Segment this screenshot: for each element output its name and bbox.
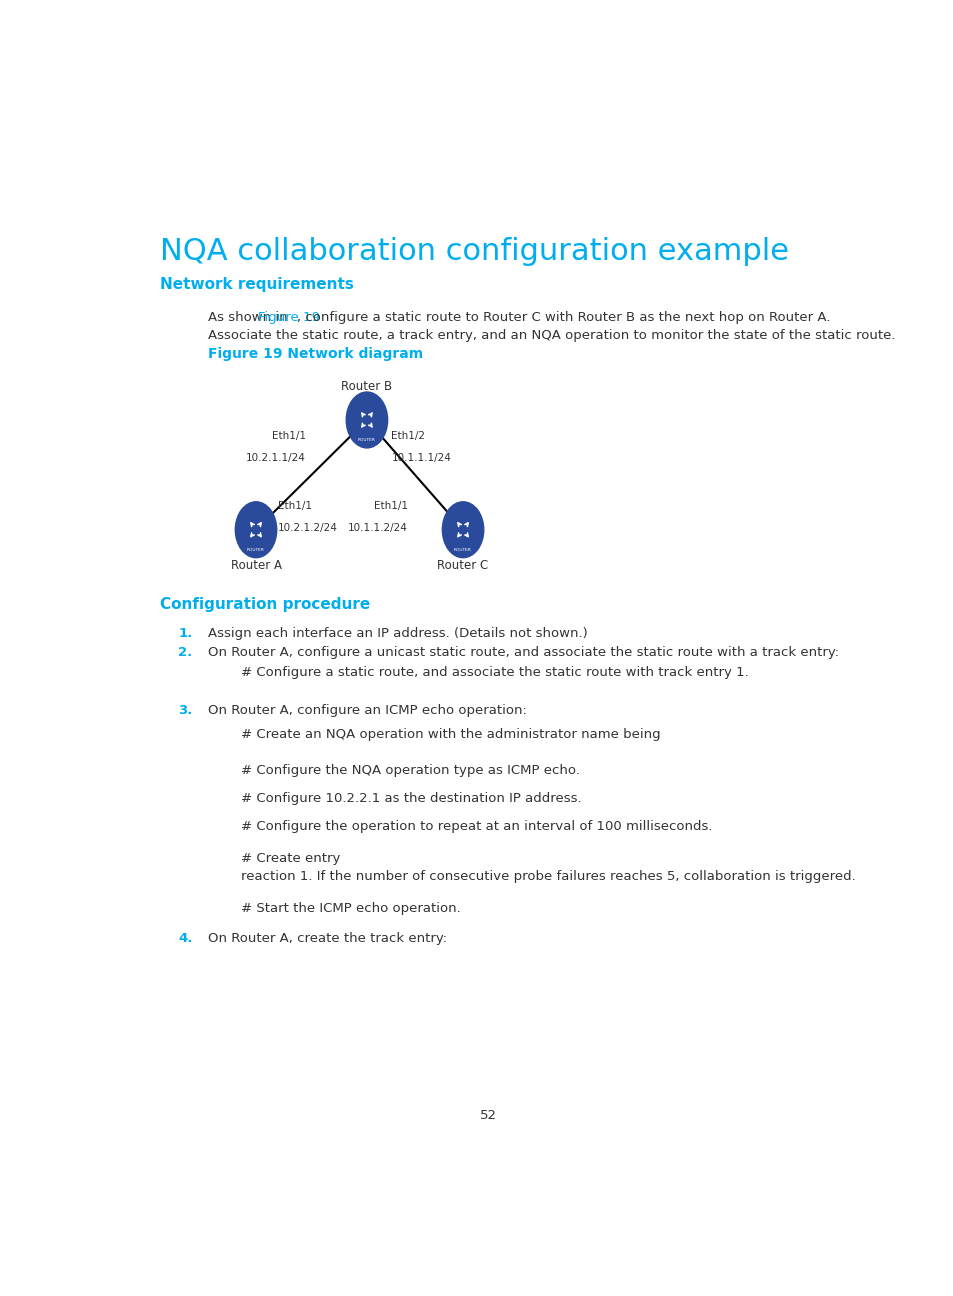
- Text: 10.2.1.1/24: 10.2.1.1/24: [246, 452, 305, 463]
- Text: Associate the static route, a track entry, and an NQA operation to monitor the s: Associate the static route, a track entr…: [208, 329, 895, 342]
- Text: Assign each interface an IP address. (Details not shown.): Assign each interface an IP address. (De…: [208, 626, 587, 639]
- Text: Router C: Router C: [437, 559, 488, 572]
- Text: Network requirements: Network requirements: [160, 277, 354, 293]
- Text: # Configure a static route, and associate the static route with track entry 1.: # Configure a static route, and associat…: [241, 666, 748, 679]
- Text: # Configure the operation to repeat at an interval of 100 milliseconds.: # Configure the operation to repeat at a…: [241, 820, 712, 833]
- Text: On Router A, configure an ICMP echo operation:: On Router A, configure an ICMP echo oper…: [208, 705, 526, 718]
- Text: 4.: 4.: [178, 932, 193, 945]
- Text: On Router A, configure a unicast static route, and associate the static route wi: On Router A, configure a unicast static …: [208, 647, 839, 660]
- Text: # Create entry: # Create entry: [241, 851, 340, 864]
- Text: Configuration procedure: Configuration procedure: [160, 596, 370, 612]
- Text: reaction 1. If the number of consecutive probe failures reaches 5, collaboration: reaction 1. If the number of consecutive…: [241, 870, 855, 883]
- Text: # Configure the NQA operation type as ICMP echo.: # Configure the NQA operation type as IC…: [241, 765, 579, 778]
- Text: Figure 19: Figure 19: [258, 311, 320, 324]
- Text: 10.1.1.2/24: 10.1.1.2/24: [347, 522, 407, 533]
- Text: 3.: 3.: [178, 705, 193, 718]
- Text: 52: 52: [480, 1109, 497, 1122]
- Text: As shown in: As shown in: [208, 311, 292, 324]
- Circle shape: [346, 391, 387, 448]
- Text: Router B: Router B: [341, 380, 392, 393]
- Text: 1.: 1.: [178, 626, 193, 639]
- Text: # Start the ICMP echo operation.: # Start the ICMP echo operation.: [241, 902, 460, 915]
- Text: # Create an NQA operation with the administrator name being: # Create an NQA operation with the admin…: [241, 728, 664, 741]
- Text: 2.: 2.: [178, 647, 193, 660]
- Text: # Configure 10.2.2.1 as the destination IP address.: # Configure 10.2.2.1 as the destination …: [241, 792, 581, 805]
- Text: ROUTER: ROUTER: [247, 548, 265, 552]
- Text: Figure 19 Network diagram: Figure 19 Network diagram: [208, 347, 422, 362]
- Text: On Router A, create the track entry:: On Router A, create the track entry:: [208, 932, 447, 945]
- Text: Router A: Router A: [231, 559, 281, 572]
- Circle shape: [442, 502, 483, 557]
- Text: ROUTER: ROUTER: [357, 438, 375, 442]
- Text: , configure a static route to Router C with Router B as the next hop on Router A: , configure a static route to Router C w…: [296, 311, 829, 324]
- Text: Eth1/1: Eth1/1: [272, 432, 305, 441]
- Text: Eth1/1: Eth1/1: [278, 500, 312, 511]
- Text: ROUTER: ROUTER: [454, 548, 472, 552]
- Text: Eth1/2: Eth1/2: [391, 432, 425, 441]
- Text: NQA collaboration configuration example: NQA collaboration configuration example: [160, 237, 788, 267]
- Text: 10.2.1.2/24: 10.2.1.2/24: [278, 522, 337, 533]
- Circle shape: [235, 502, 276, 557]
- Text: 10.1.1.1/24: 10.1.1.1/24: [391, 452, 451, 463]
- Text: Eth1/1: Eth1/1: [374, 500, 407, 511]
